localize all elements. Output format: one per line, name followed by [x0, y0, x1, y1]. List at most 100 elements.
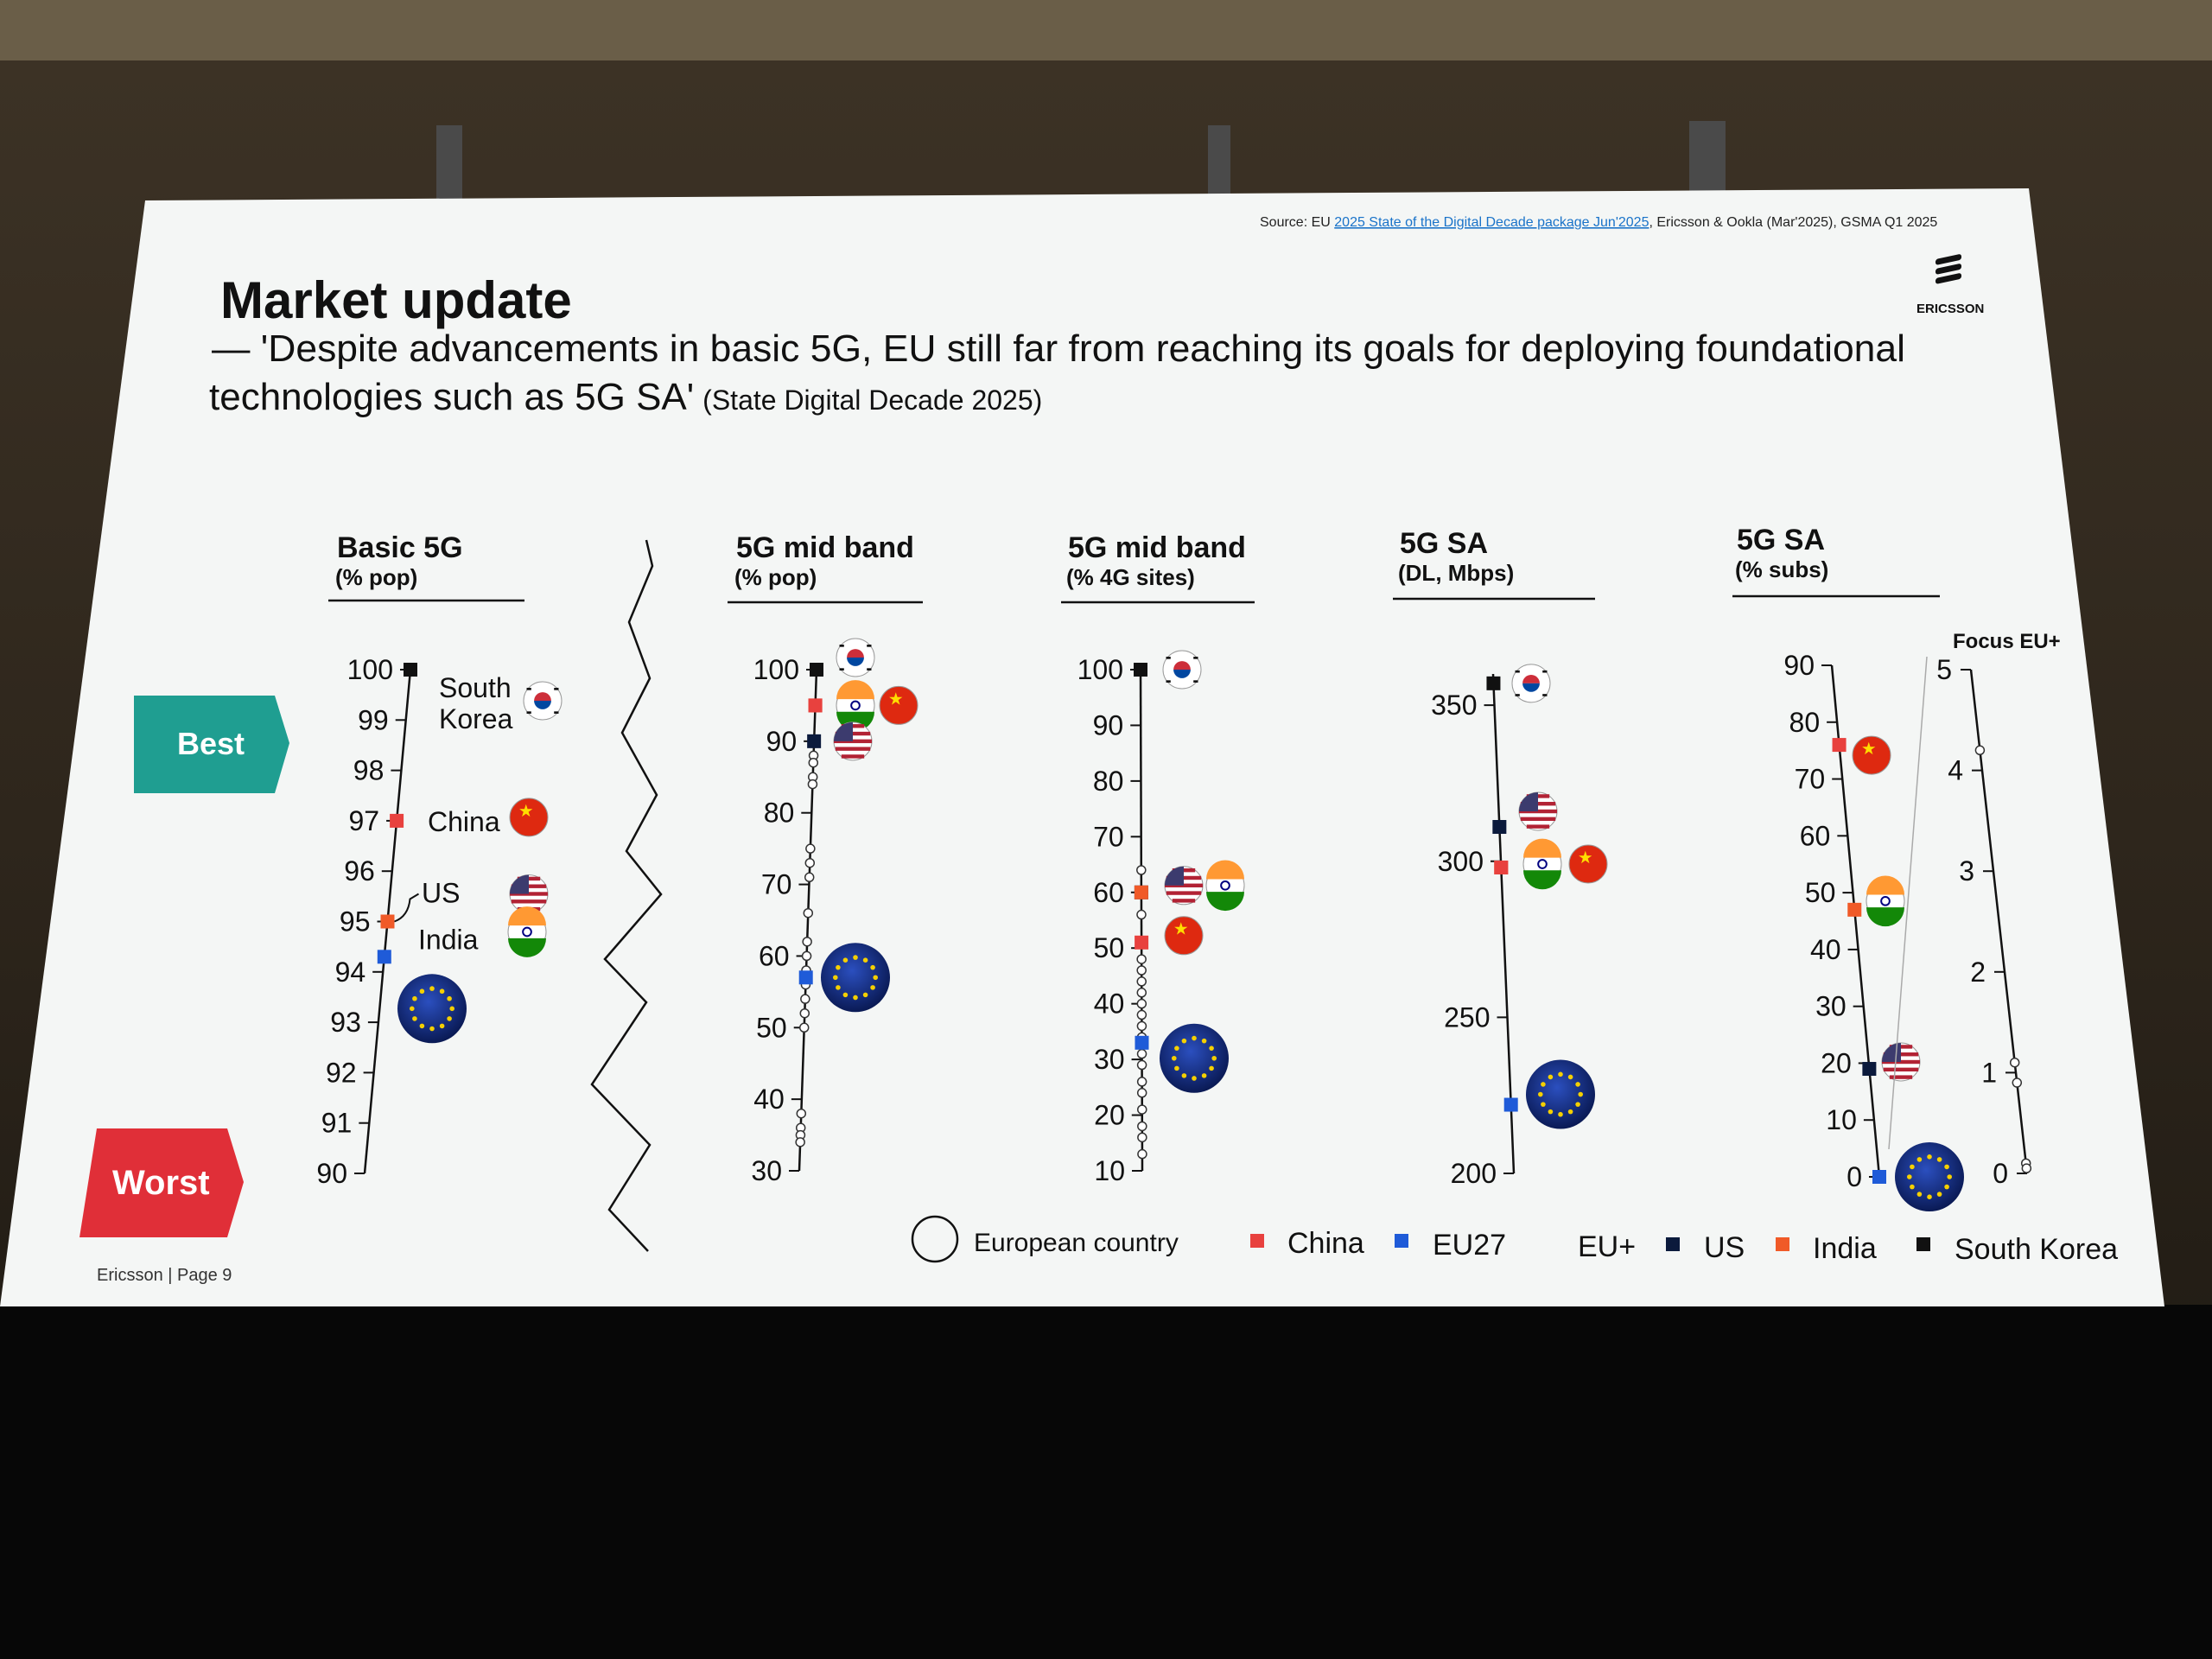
secondary-y-tick-label: 2	[1970, 957, 1986, 988]
subtitle-line-1: — 'Despite advancements in basic 5G, EU …	[212, 327, 1905, 370]
china-label: China	[428, 806, 500, 837]
chart-unit-label: (DL, Mbps)	[1398, 560, 1514, 586]
korea-flag	[1162, 650, 1202, 690]
eu-star	[1209, 1065, 1214, 1071]
eu-star	[1567, 1074, 1573, 1080]
secondary-y-tick-label: 1	[1981, 1057, 1997, 1088]
y-tick-label: 10	[1094, 1155, 1125, 1186]
us-flag-stripe	[1520, 817, 1556, 822]
legend-us-marker	[1666, 1237, 1680, 1251]
china-flag-icon	[509, 798, 549, 837]
korea-flag-blue	[1173, 670, 1191, 678]
eu-star	[1192, 1035, 1197, 1041]
european-country-marker	[2009, 1057, 2020, 1068]
us-marker	[1492, 820, 1507, 835]
ericsson-logo: ERICSSON	[1916, 254, 1984, 316]
korea-flag-trigram	[1515, 694, 1520, 696]
eu-star	[1558, 1071, 1563, 1077]
european-country-marker	[1136, 976, 1147, 987]
source-line: Source: EU 2025 State of the Digital Dec…	[1260, 215, 1937, 230]
us-flag-stripe	[835, 747, 871, 751]
best-badge: Best	[134, 696, 289, 793]
eu-flag-globe-icon	[1526, 1059, 1595, 1129]
european-country-marker	[1137, 1132, 1147, 1143]
china-marker	[390, 813, 404, 828]
us-flag	[833, 721, 873, 761]
korea-flag	[836, 638, 875, 677]
eu-star	[447, 995, 452, 1001]
european-country-marker	[2021, 1163, 2032, 1173]
ericsson-logo-text: ERICSSON	[1916, 302, 1984, 316]
eu-star	[1936, 1192, 1942, 1197]
y-tick-label: 50	[1805, 877, 1836, 908]
eu-star	[429, 1026, 435, 1032]
india-flag	[1205, 860, 1245, 912]
china-marker	[1832, 738, 1847, 753]
us-marker	[1862, 1062, 1877, 1077]
y-tick-label: 60	[759, 940, 790, 971]
european-country-marker	[798, 1022, 810, 1033]
eu-star	[836, 985, 841, 990]
korea-flag-trigram	[554, 688, 559, 690]
india-flag-saffron	[1523, 838, 1561, 858]
y-tick-label: 100	[347, 654, 393, 685]
y-tick-label: 94	[335, 957, 366, 988]
european-country-marker	[1136, 1077, 1147, 1087]
korea-flag-trigram	[839, 668, 844, 671]
slide-screen	[0, 188, 2164, 1306]
worst-label: Worst	[112, 1164, 210, 1202]
y-tick-label: 0	[1847, 1161, 1862, 1192]
china-flag: ★	[1568, 844, 1608, 884]
us-flag-canton	[510, 874, 529, 894]
y-axis-line	[1491, 673, 1516, 1174]
ericsson-logo-mark	[1936, 254, 1961, 284]
eu-star	[429, 986, 435, 991]
y-tick-label: 20	[1094, 1100, 1125, 1131]
y-tick-label: 70	[1093, 821, 1124, 852]
y-tick-label: 40	[1094, 988, 1125, 1020]
y-tick-label: 30	[751, 1155, 782, 1186]
eu-star	[1548, 1109, 1554, 1115]
eu27-flag	[397, 974, 467, 1044]
chart-panel-4: 5G SA(DL, Mbps) 200 250 300 350 ★	[1393, 527, 1608, 1189]
korea-flag-trigram	[839, 645, 844, 647]
eu-star	[836, 964, 841, 970]
korea-flag-trigram	[554, 711, 559, 714]
legend-european-label: European country	[974, 1229, 1179, 1257]
y-tick-label: 100	[753, 654, 799, 685]
chart-panel-1: Basic 5G(% pop) 90 91 92 93 94 95 96 97 98 99 100 So…	[316, 531, 563, 1189]
eu-star	[873, 975, 878, 981]
china-flag-star: ★	[1173, 919, 1189, 939]
us-flag	[1881, 1042, 1921, 1082]
china-flag-star: ★	[1861, 739, 1877, 759]
eu-star	[1558, 1111, 1563, 1117]
eu-star	[1174, 1065, 1179, 1071]
y-tick-label: 99	[358, 704, 389, 735]
chart-unit-label: (% pop)	[335, 564, 417, 590]
india-marker	[1134, 885, 1148, 899]
y-tick-label: 90	[1093, 709, 1124, 741]
korea-flag-red	[1522, 674, 1540, 683]
european-country-marker	[1974, 745, 1986, 756]
eu27-flag	[1526, 1059, 1595, 1129]
chart-unit-label: (% subs)	[1735, 556, 1828, 582]
korea-flag-trigram	[867, 645, 872, 647]
us-flag-stripe	[1172, 899, 1196, 903]
korea-flag-trigram	[1193, 680, 1198, 683]
india-flag-green	[1523, 870, 1561, 890]
worst-badge: Worst	[79, 1128, 244, 1237]
korea-flag-blue	[847, 658, 864, 666]
china-flag-icon	[1164, 916, 1204, 956]
eu-star	[1174, 1046, 1179, 1051]
y-tick-label: 98	[353, 755, 385, 786]
chart-title: 5G SA	[1737, 524, 1825, 556]
european-country-marker	[803, 907, 814, 918]
y-tick-label: 80	[1093, 766, 1124, 797]
eu-star	[1538, 1091, 1543, 1097]
european-country-marker	[1137, 1104, 1147, 1115]
european-country-marker	[1137, 1121, 1147, 1132]
eu-star	[1944, 1184, 1949, 1190]
eu-star	[833, 975, 838, 981]
us-leader-line	[394, 893, 420, 923]
chart-title: 5G mid band	[1068, 531, 1246, 564]
